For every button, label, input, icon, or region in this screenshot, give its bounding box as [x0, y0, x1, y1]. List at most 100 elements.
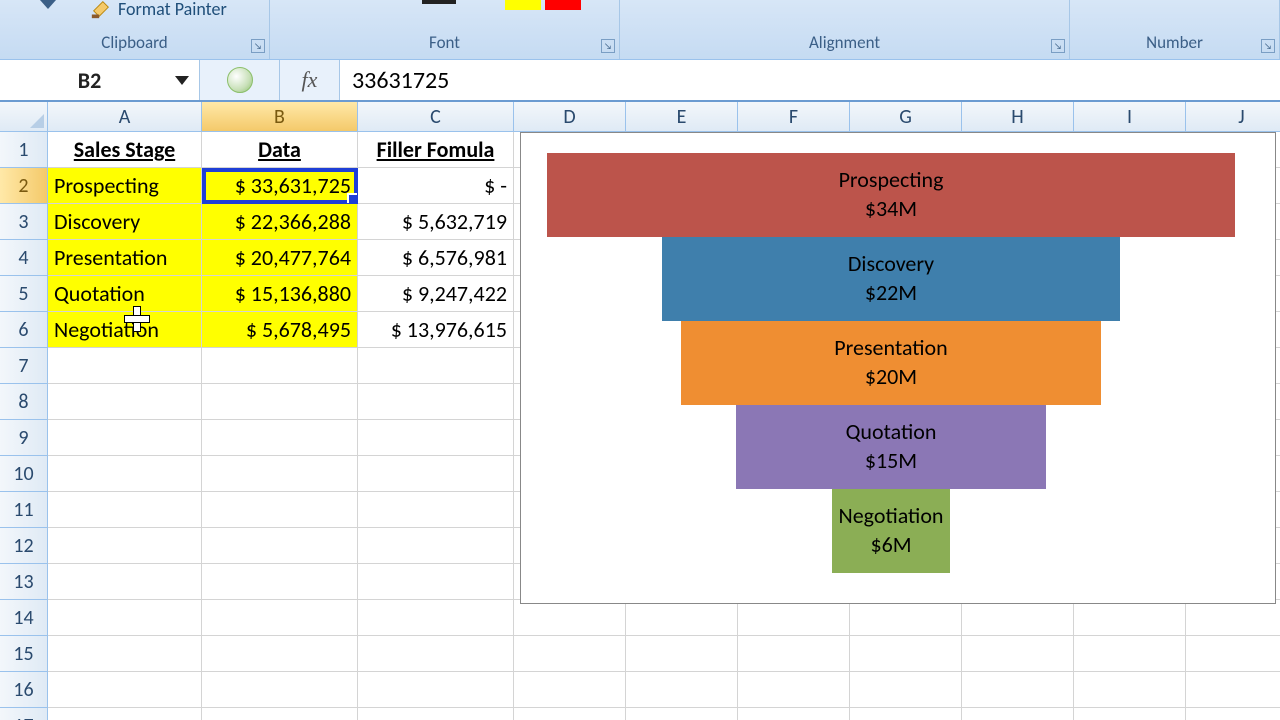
row-header[interactable]: 9 [0, 420, 48, 456]
cell[interactable] [738, 672, 850, 708]
header-sales-stage[interactable]: Sales Stage [48, 132, 202, 168]
cell-stage[interactable]: Prospecting [48, 168, 202, 204]
column-header[interactable]: C [358, 102, 514, 132]
cell[interactable] [358, 492, 514, 528]
select-all-corner[interactable] [0, 102, 48, 132]
cell[interactable] [626, 636, 738, 672]
cell[interactable] [48, 708, 202, 720]
cancel-icon[interactable] [227, 67, 253, 93]
header-data[interactable]: Data [202, 132, 358, 168]
cell-filler[interactable]: $ - [358, 168, 514, 204]
formula-bar[interactable]: 33631725 [340, 60, 1280, 100]
cell[interactable] [202, 672, 358, 708]
cell[interactable] [514, 636, 626, 672]
cell[interactable] [48, 636, 202, 672]
column-header[interactable]: A [48, 102, 202, 132]
cell-stage[interactable]: Quotation [48, 276, 202, 312]
cell[interactable] [850, 708, 962, 720]
column-header[interactable]: H [962, 102, 1074, 132]
funnel-chart[interactable]: Prospecting$34MDiscovery$22MPresentation… [520, 132, 1276, 604]
group-expand-icon[interactable]: ↘ [1261, 39, 1275, 53]
cell[interactable] [202, 420, 358, 456]
column-header[interactable]: B [202, 102, 358, 132]
cell[interactable] [850, 672, 962, 708]
cell[interactable] [358, 708, 514, 720]
cell[interactable] [202, 636, 358, 672]
cell[interactable] [202, 600, 358, 636]
cell-filler[interactable]: $ 5,632,719 [358, 204, 514, 240]
cell-data[interactable]: $ 33,631,725 [202, 168, 358, 204]
cell[interactable] [962, 708, 1074, 720]
cell[interactable] [48, 456, 202, 492]
cell[interactable] [48, 600, 202, 636]
cell[interactable] [202, 564, 358, 600]
cell[interactable] [962, 672, 1074, 708]
cell[interactable] [48, 672, 202, 708]
cell[interactable] [202, 456, 358, 492]
column-header[interactable]: E [626, 102, 738, 132]
row-header[interactable]: 11 [0, 492, 48, 528]
cell-stage[interactable]: Discovery [48, 204, 202, 240]
cell-filler[interactable]: $ 13,976,615 [358, 312, 514, 348]
row-header[interactable]: 16 [0, 672, 48, 708]
cell[interactable] [626, 600, 738, 636]
cell[interactable] [358, 384, 514, 420]
cell-data[interactable]: $ 20,477,764 [202, 240, 358, 276]
row-header[interactable]: 3 [0, 204, 48, 240]
cell[interactable] [514, 708, 626, 720]
row-header[interactable]: 5 [0, 276, 48, 312]
cell[interactable] [1186, 636, 1280, 672]
cell-filler[interactable]: $ 9,247,422 [358, 276, 514, 312]
row-header[interactable]: 12 [0, 528, 48, 564]
column-header[interactable]: J [1186, 102, 1280, 132]
cell[interactable] [48, 492, 202, 528]
cell[interactable] [1074, 672, 1186, 708]
cell[interactable] [626, 672, 738, 708]
cell-data[interactable]: $ 15,136,880 [202, 276, 358, 312]
cell[interactable] [850, 600, 962, 636]
cell[interactable] [202, 492, 358, 528]
cell[interactable] [358, 636, 514, 672]
cell[interactable] [48, 384, 202, 420]
cell[interactable] [514, 600, 626, 636]
cell-filler[interactable]: $ 6,576,981 [358, 240, 514, 276]
row-header[interactable]: 17 [0, 708, 48, 720]
cell[interactable] [358, 672, 514, 708]
cell-data[interactable]: $ 22,366,288 [202, 204, 358, 240]
cell[interactable] [1074, 636, 1186, 672]
cell-data[interactable]: $ 5,678,495 [202, 312, 358, 348]
cell[interactable] [1186, 672, 1280, 708]
cell[interactable] [358, 456, 514, 492]
cell[interactable] [48, 348, 202, 384]
insert-function-button[interactable]: fx [280, 60, 340, 100]
header-filler[interactable]: Filler Fomula [358, 132, 514, 168]
cell[interactable] [202, 348, 358, 384]
cell[interactable] [358, 348, 514, 384]
column-header[interactable]: D [514, 102, 626, 132]
cell-stage[interactable]: Negotiation [48, 312, 202, 348]
row-header[interactable]: 2 [0, 168, 48, 204]
cell[interactable] [1186, 600, 1280, 636]
name-box[interactable]: B2 [0, 60, 200, 100]
cell[interactable] [358, 420, 514, 456]
cell[interactable] [514, 672, 626, 708]
row-header[interactable]: 14 [0, 600, 48, 636]
funnel-bar[interactable]: Quotation$15M [736, 405, 1046, 489]
cell[interactable] [738, 636, 850, 672]
row-header[interactable]: 13 [0, 564, 48, 600]
row-header[interactable]: 7 [0, 348, 48, 384]
row-header[interactable]: 8 [0, 384, 48, 420]
worksheet-grid[interactable]: ABCDEFGHIJ 1234567891011121314151617 Sal… [0, 102, 1280, 720]
cell[interactable] [48, 420, 202, 456]
cell[interactable] [626, 708, 738, 720]
cell-stage[interactable]: Presentation [48, 240, 202, 276]
cell[interactable] [358, 600, 514, 636]
cell[interactable] [1186, 708, 1280, 720]
cell[interactable] [48, 564, 202, 600]
cell[interactable] [48, 528, 202, 564]
cell[interactable] [850, 636, 962, 672]
row-header[interactable]: 10 [0, 456, 48, 492]
cell[interactable] [202, 528, 358, 564]
cell[interactable] [738, 708, 850, 720]
cell[interactable] [202, 708, 358, 720]
